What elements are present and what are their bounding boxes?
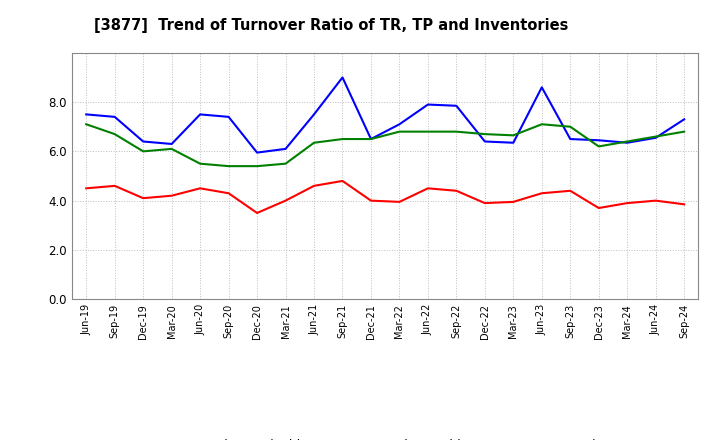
Inventories bbox=[110, 132, 119, 137]
Trade Receivables bbox=[82, 186, 91, 191]
Trade Receivables bbox=[509, 199, 518, 205]
Trade Receivables bbox=[537, 191, 546, 196]
Trade Payables bbox=[452, 103, 461, 108]
Trade Payables bbox=[196, 112, 204, 117]
Inventories bbox=[338, 136, 347, 142]
Trade Receivables bbox=[623, 201, 631, 206]
Trade Receivables bbox=[196, 186, 204, 191]
Trade Receivables bbox=[480, 201, 489, 206]
Trade Payables bbox=[680, 117, 688, 122]
Trade Payables bbox=[423, 102, 432, 107]
Line: Trade Receivables: Trade Receivables bbox=[86, 181, 684, 213]
Trade Payables bbox=[652, 135, 660, 140]
Trade Receivables bbox=[452, 188, 461, 194]
Trade Payables bbox=[139, 139, 148, 144]
Inventories bbox=[310, 140, 318, 145]
Inventories bbox=[196, 161, 204, 166]
Trade Payables bbox=[366, 136, 375, 142]
Line: Inventories: Inventories bbox=[86, 124, 684, 166]
Inventories bbox=[253, 164, 261, 169]
Inventories bbox=[595, 144, 603, 149]
Trade Payables bbox=[253, 150, 261, 155]
Trade Payables bbox=[480, 139, 489, 144]
Trade Receivables bbox=[652, 198, 660, 203]
Trade Payables bbox=[338, 75, 347, 80]
Trade Payables bbox=[537, 84, 546, 90]
Text: [3877]  Trend of Turnover Ratio of TR, TP and Inventories: [3877] Trend of Turnover Ratio of TR, TP… bbox=[94, 18, 568, 33]
Trade Receivables bbox=[338, 178, 347, 183]
Inventories bbox=[680, 129, 688, 134]
Trade Receivables bbox=[595, 205, 603, 211]
Legend: Trade Receivables, Trade Payables, Inventories: Trade Receivables, Trade Payables, Inven… bbox=[155, 433, 616, 440]
Inventories bbox=[82, 121, 91, 127]
Trade Receivables bbox=[366, 198, 375, 203]
Trade Receivables bbox=[566, 188, 575, 194]
Inventories bbox=[139, 149, 148, 154]
Inventories bbox=[225, 164, 233, 169]
Trade Payables bbox=[82, 112, 91, 117]
Trade Payables bbox=[225, 114, 233, 120]
Trade Receivables bbox=[680, 202, 688, 207]
Inventories bbox=[282, 161, 290, 166]
Trade Receivables bbox=[110, 183, 119, 188]
Trade Receivables bbox=[395, 199, 404, 205]
Trade Payables bbox=[282, 146, 290, 151]
Inventories bbox=[366, 136, 375, 142]
Trade Receivables bbox=[167, 193, 176, 198]
Trade Payables bbox=[395, 121, 404, 127]
Trade Payables bbox=[566, 136, 575, 142]
Line: Trade Payables: Trade Payables bbox=[86, 77, 684, 153]
Inventories bbox=[652, 134, 660, 139]
Inventories bbox=[480, 132, 489, 137]
Inventories bbox=[537, 121, 546, 127]
Trade Payables bbox=[167, 141, 176, 147]
Trade Receivables bbox=[253, 210, 261, 216]
Trade Payables bbox=[595, 138, 603, 143]
Trade Payables bbox=[110, 114, 119, 120]
Inventories bbox=[167, 146, 176, 151]
Inventories bbox=[566, 124, 575, 129]
Trade Payables bbox=[623, 140, 631, 145]
Trade Receivables bbox=[225, 191, 233, 196]
Trade Receivables bbox=[310, 183, 318, 188]
Trade Payables bbox=[509, 140, 518, 145]
Trade Receivables bbox=[423, 186, 432, 191]
Inventories bbox=[623, 139, 631, 144]
Inventories bbox=[452, 129, 461, 134]
Trade Receivables bbox=[139, 195, 148, 201]
Inventories bbox=[423, 129, 432, 134]
Trade Payables bbox=[310, 112, 318, 117]
Inventories bbox=[509, 133, 518, 138]
Inventories bbox=[395, 129, 404, 134]
Trade Receivables bbox=[282, 198, 290, 203]
